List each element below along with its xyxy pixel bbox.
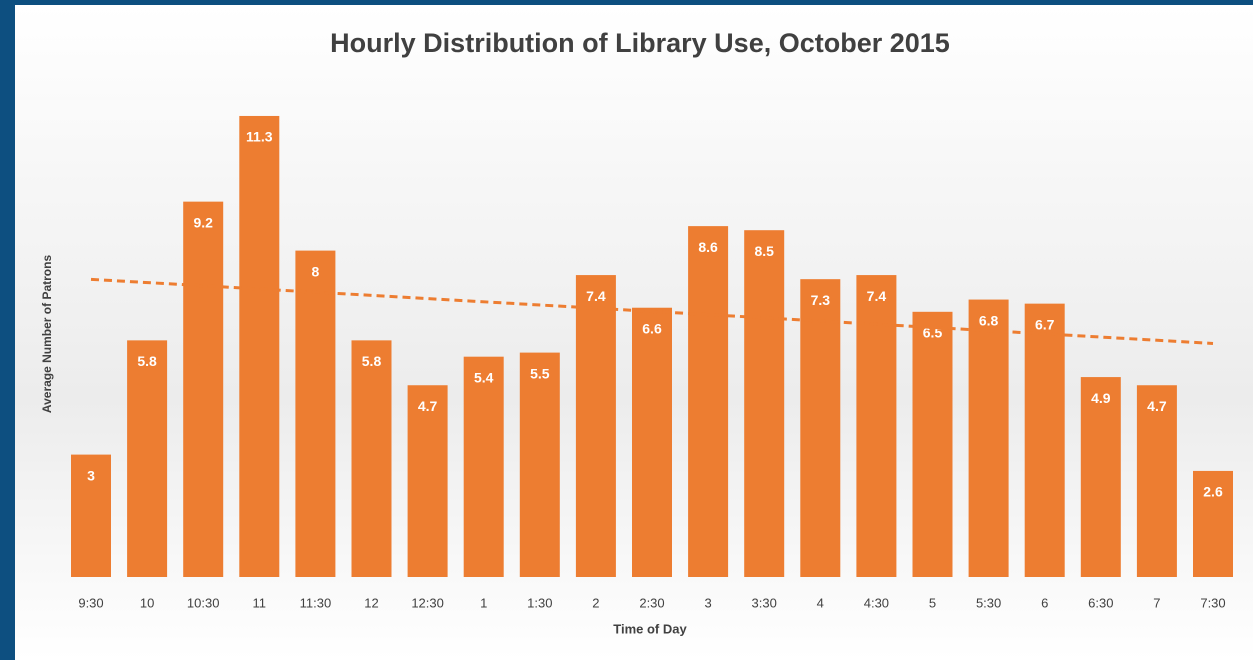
x-tick-label: 5 xyxy=(929,595,936,610)
data-label: 7.4 xyxy=(867,288,887,304)
x-tick-label: 4 xyxy=(817,595,824,610)
data-label: 4.9 xyxy=(1091,390,1111,406)
data-label: 9.2 xyxy=(193,214,213,230)
data-label: 2.6 xyxy=(1203,484,1223,500)
x-tick-label: 3:30 xyxy=(752,595,777,610)
data-label: 6.8 xyxy=(979,312,999,328)
bar xyxy=(632,307,672,577)
bar xyxy=(688,226,729,577)
bar xyxy=(407,385,448,577)
data-label: 6.7 xyxy=(1035,316,1055,332)
x-tick-label: 4:30 xyxy=(864,595,889,610)
bar xyxy=(351,340,392,577)
trendline xyxy=(90,277,1214,345)
x-tick-label: 1 xyxy=(480,595,487,610)
bar xyxy=(575,275,616,577)
data-label: 8.6 xyxy=(698,239,718,255)
y-axis-title: Average Number of Patrons xyxy=(40,255,54,414)
x-tick-label: 5:30 xyxy=(976,595,1001,610)
x-tick-label: 6 xyxy=(1041,595,1048,610)
x-tick-label: 6:30 xyxy=(1088,595,1113,610)
x-tick-label: 12 xyxy=(364,595,378,610)
data-label: 5.5 xyxy=(530,365,550,381)
x-tick-label: 12:30 xyxy=(411,595,444,610)
data-label: 5.8 xyxy=(362,353,382,369)
data-label: 7.4 xyxy=(586,288,606,304)
x-tick-label: 2:30 xyxy=(639,595,664,610)
chart-title: Hourly Distribution of Library Use, Octo… xyxy=(330,28,950,58)
x-axis-title: Time of Day xyxy=(613,621,687,636)
bar xyxy=(1136,385,1177,577)
x-tick-label: 2 xyxy=(592,595,599,610)
data-label: 7.3 xyxy=(811,292,831,308)
bar xyxy=(127,340,168,577)
bar xyxy=(71,454,111,577)
bar xyxy=(1193,470,1233,577)
data-label: 4.7 xyxy=(418,398,438,414)
x-tick-label: 9:30 xyxy=(78,595,103,610)
bar xyxy=(463,356,504,577)
bar xyxy=(1080,377,1121,577)
bar xyxy=(744,230,785,577)
bar xyxy=(519,352,560,577)
x-tick-label: 10:30 xyxy=(187,595,220,610)
x-tick-label: 7 xyxy=(1153,595,1160,610)
data-label: 3 xyxy=(87,467,95,483)
x-tick-label: 10 xyxy=(140,595,154,610)
bar xyxy=(968,299,1009,577)
bar xyxy=(800,279,841,577)
x-tick-label: 11:30 xyxy=(300,595,332,610)
bar xyxy=(239,115,280,578)
x-tick-label: 11 xyxy=(253,595,267,610)
data-label: 6.6 xyxy=(642,320,662,336)
bar xyxy=(1024,303,1065,577)
data-label: 11.3 xyxy=(246,129,273,145)
bar xyxy=(856,275,897,577)
data-label: 8 xyxy=(312,263,320,279)
bar xyxy=(183,201,224,577)
x-tick-label: 7:30 xyxy=(1200,595,1225,610)
data-label: 5.4 xyxy=(474,369,494,385)
x-tick-label: 1:30 xyxy=(527,595,552,610)
bar xyxy=(295,250,336,577)
data-label: 4.7 xyxy=(1147,398,1167,414)
data-label: 5.8 xyxy=(137,353,157,369)
bar xyxy=(912,311,953,577)
data-label: 8.5 xyxy=(754,243,774,259)
x-tick-label: 3 xyxy=(704,595,711,610)
